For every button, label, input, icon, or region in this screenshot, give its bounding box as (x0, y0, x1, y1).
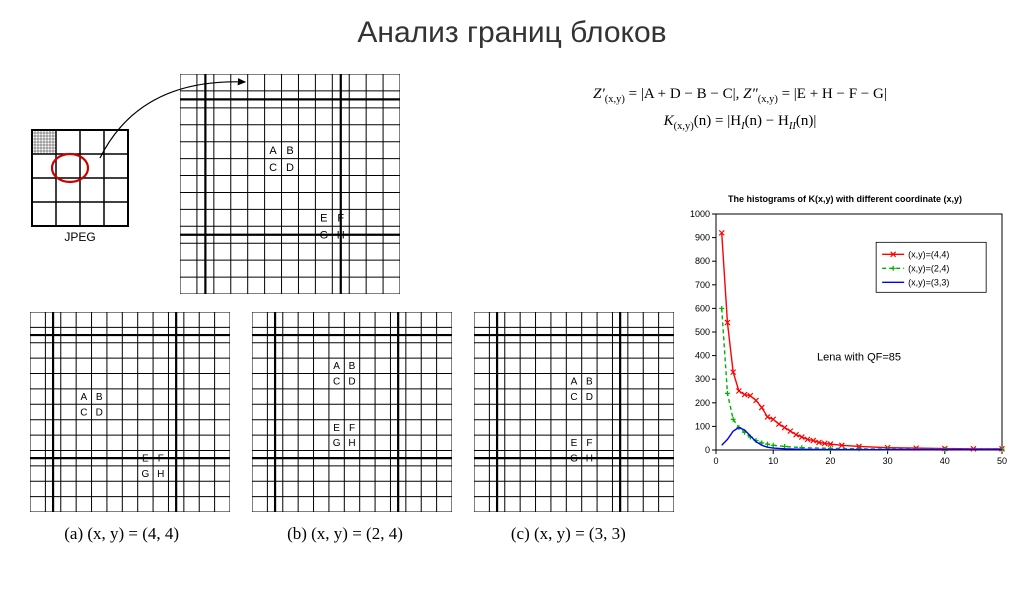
caption-c: (c) (x, y) = (3, 3) (477, 524, 660, 544)
svg-text:30: 30 (883, 456, 893, 466)
svg-text:H: H (586, 454, 593, 465)
equation-2: K(x,y)(n) = |HI(n) − HII(n)| (480, 109, 1000, 136)
page-title: Анализ границ блоков (0, 16, 1024, 50)
equation-1: Z′(x,y) = |A + D − B − C|, Z″(x,y) = |E … (480, 82, 1000, 109)
svg-text:800: 800 (695, 256, 710, 266)
svg-text:D: D (286, 162, 294, 174)
svg-text:F: F (349, 423, 355, 434)
svg-text:50: 50 (997, 456, 1007, 466)
svg-text:300: 300 (695, 374, 710, 384)
svg-text:C: C (333, 377, 340, 388)
svg-text:F: F (337, 213, 344, 225)
chart-title: The histograms of K(x,y) with different … (680, 194, 1010, 204)
svg-text:10: 10 (768, 456, 778, 466)
svg-text:400: 400 (695, 351, 710, 361)
svg-text:F: F (586, 438, 592, 449)
svg-text:D: D (586, 392, 593, 403)
svg-text:E: E (333, 423, 340, 434)
svg-text:100: 100 (695, 421, 710, 431)
svg-text:700: 700 (695, 280, 710, 290)
svg-text:A: A (269, 145, 277, 157)
svg-text:G: G (320, 229, 329, 241)
svg-text:(x,y)=(4,4): (x,y)=(4,4) (908, 249, 949, 259)
svg-text:A: A (571, 377, 578, 388)
svg-text:H: H (157, 469, 164, 480)
svg-text:A: A (81, 392, 88, 403)
svg-text:G: G (570, 454, 578, 465)
svg-text:H: H (348, 438, 355, 449)
svg-text:500: 500 (695, 327, 710, 337)
svg-text:Lena with QF=85: Lena with QF=85 (817, 351, 901, 363)
svg-text:B: B (286, 145, 293, 157)
svg-text:900: 900 (695, 233, 710, 243)
svg-text:0: 0 (713, 456, 718, 466)
histogram-chart: The histograms of K(x,y) with different … (680, 194, 1010, 474)
svg-text:G: G (333, 438, 341, 449)
grid-a: ABCD EFGH (30, 312, 230, 517)
svg-text:B: B (586, 377, 593, 388)
svg-text:D: D (96, 407, 103, 418)
svg-text:A: A (333, 361, 340, 372)
jpeg-label: JPEG (30, 230, 130, 244)
content-area: JPEG ABCDEFGH ABCDEFGH ABCDEFGH ABCDEFGH… (0, 68, 1024, 568)
grid-top: ABCD EFGH (180, 74, 400, 299)
caption-a: (a) (x, y) = (4, 4) (30, 524, 213, 544)
svg-text:E: E (320, 213, 327, 225)
svg-text:F: F (158, 454, 164, 465)
svg-text:C: C (570, 392, 577, 403)
svg-text:1000: 1000 (690, 209, 710, 219)
svg-text:E: E (571, 438, 578, 449)
svg-text:C: C (80, 407, 87, 418)
svg-text:B: B (349, 361, 356, 372)
svg-text:(x,y)=(2,4): (x,y)=(2,4) (908, 263, 949, 273)
svg-text:0: 0 (705, 445, 710, 455)
svg-text:H: H (337, 229, 345, 241)
svg-text:200: 200 (695, 398, 710, 408)
svg-text:E: E (142, 454, 149, 465)
svg-text:B: B (96, 392, 103, 403)
equations: Z′(x,y) = |A + D − B − C|, Z″(x,y) = |E … (480, 82, 1000, 136)
svg-text:20: 20 (825, 456, 835, 466)
svg-text:(x,y)=(3,3): (x,y)=(3,3) (908, 277, 949, 287)
svg-text:D: D (348, 377, 355, 388)
grid-b: ABCD EFGH (252, 312, 452, 517)
grid-c: ABCD EFGH (474, 312, 674, 517)
svg-text:C: C (269, 162, 277, 174)
caption-b: (b) (x, y) = (2, 4) (253, 524, 436, 544)
svg-text:G: G (141, 469, 149, 480)
caption-row: (a) (x, y) = (4, 4) (b) (x, y) = (2, 4) … (30, 524, 660, 544)
svg-text:600: 600 (695, 303, 710, 313)
svg-text:40: 40 (940, 456, 950, 466)
